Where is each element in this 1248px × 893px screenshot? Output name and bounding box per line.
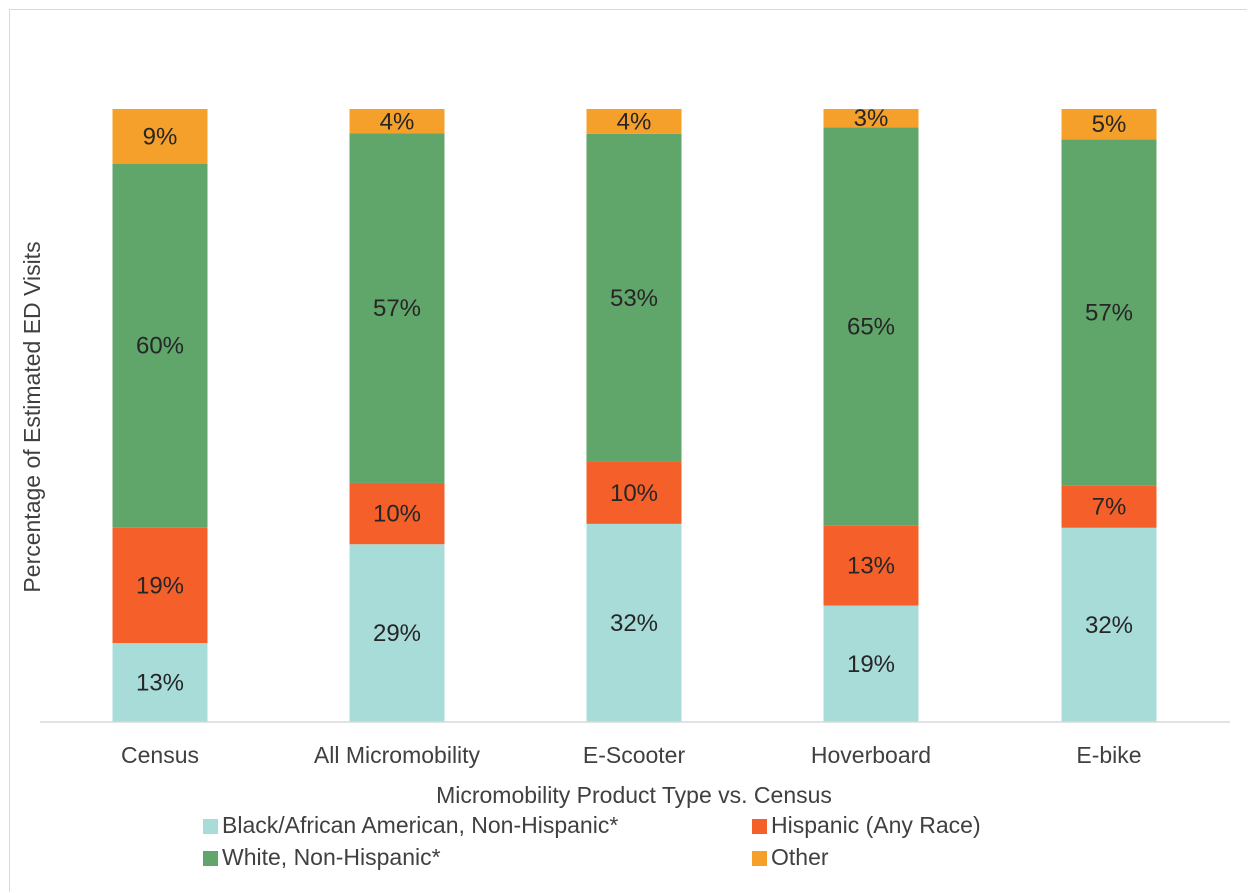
bar-all-micromobility-other — [349, 109, 445, 134]
legend-swatch-white-non-hispanic — [203, 851, 218, 866]
category-label-e-bike: E-bike — [1076, 742, 1141, 768]
bar-hoverboard-other — [823, 109, 919, 128]
data-label-e-bike-black-african-american-non-hispanic: 32% — [1085, 612, 1133, 639]
data-label-e-bike-hispanic-any-race: 7% — [1092, 494, 1127, 521]
bar-hoverboard-black-african-american-non-hispanic — [823, 605, 919, 722]
legend-label-white-non-hispanic: White, Non-Hispanic* — [222, 844, 441, 870]
category-label-census: Census — [121, 742, 199, 768]
data-label-hoverboard-hispanic-any-race: 13% — [847, 553, 895, 580]
data-label-hoverboard-white-non-hispanic: 65% — [847, 314, 895, 341]
data-label-all-micromobility-white-non-hispanic: 57% — [373, 295, 421, 322]
legend-label-other: Other — [771, 844, 829, 870]
data-label-census-hispanic-any-race: 19% — [136, 572, 184, 599]
legend-item-hispanic-any-race: Hispanic (Any Race) — [752, 812, 981, 838]
legend-label-hispanic-any-race: Hispanic (Any Race) — [771, 812, 981, 838]
data-label-census-other: 9% — [143, 123, 178, 150]
bar-e-scooter-white-non-hispanic — [586, 133, 682, 462]
legend-item-other: Other — [752, 844, 829, 870]
legend-swatch-black-african-american-non-hispanic — [203, 819, 218, 834]
bar-all-micromobility-black-african-american-non-hispanic — [349, 544, 445, 722]
legend-swatch-other — [752, 851, 767, 866]
data-label-all-micromobility-black-african-american-non-hispanic: 29% — [373, 620, 421, 647]
bar-e-scooter-other — [586, 109, 682, 134]
legend-item-black-african-american-non-hispanic: Black/African American, Non-Hispanic* — [203, 812, 618, 838]
data-label-all-micromobility-other: 4% — [380, 108, 415, 135]
data-label-all-micromobility-hispanic-any-race: 10% — [373, 501, 421, 528]
data-label-census-white-non-hispanic: 60% — [136, 333, 184, 360]
bar-e-bike-black-african-american-non-hispanic — [1061, 527, 1157, 722]
bar-all-micromobility-white-non-hispanic — [349, 133, 445, 483]
bar-e-bike-hispanic-any-race — [1061, 485, 1157, 528]
x-axis-title: Micromobility Product Type vs. Census — [436, 782, 832, 808]
bar-census-black-african-american-non-hispanic — [112, 643, 208, 722]
bar-census-white-non-hispanic — [112, 163, 208, 528]
data-label-hoverboard-black-african-american-non-hispanic: 19% — [847, 651, 895, 678]
bars-layer — [112, 109, 1157, 722]
data-label-e-scooter-white-non-hispanic: 53% — [610, 285, 658, 312]
data-label-e-bike-white-non-hispanic: 57% — [1085, 299, 1133, 326]
data-labels-layer: 13% 19% 60% 9% 29% 10% 57% 4% 32% 10% 53% 4% 19% 13% 6… — [136, 105, 1133, 696]
data-label-hoverboard-other: 3% — [854, 105, 889, 132]
bar-all-micromobility-hispanic-any-race — [349, 482, 445, 545]
bar-census-other — [112, 109, 208, 164]
bar-census-hispanic-any-race — [112, 527, 208, 644]
category-labels-layer: Census All Micromobility E-Scooter Hoverboa… — [121, 742, 1142, 768]
data-label-e-scooter-other: 4% — [617, 108, 652, 135]
category-label-hoverboard: Hoverboard — [811, 742, 931, 768]
legend-label-black-african-american-non-hispanic: Black/African American, Non-Hispanic* — [222, 812, 618, 838]
bar-hoverboard-hispanic-any-race — [823, 525, 919, 606]
data-label-e-scooter-hispanic-any-race: 10% — [610, 480, 658, 507]
bar-e-bike-other — [1061, 109, 1157, 140]
bar-hoverboard-white-non-hispanic — [823, 127, 919, 526]
y-axis-title: Percentage of Estimated ED Visits — [19, 241, 45, 592]
bar-e-scooter-black-african-american-non-hispanic — [586, 523, 682, 722]
legend-item-white-non-hispanic: White, Non-Hispanic* — [203, 844, 441, 870]
legend: Black/African American, Non-Hispanic* His… — [203, 812, 981, 870]
bar-e-bike-white-non-hispanic — [1061, 139, 1157, 486]
legend-swatch-hispanic-any-race — [752, 819, 767, 834]
data-label-e-scooter-black-african-american-non-hispanic: 32% — [610, 610, 658, 637]
category-label-e-scooter: E-Scooter — [583, 742, 686, 768]
category-label-all-micromobility: All Micromobility — [314, 742, 481, 768]
chart-frame — [9, 9, 1247, 892]
bar-e-scooter-hispanic-any-race — [586, 461, 682, 524]
data-label-census-black-african-american-non-hispanic: 13% — [136, 670, 184, 697]
data-label-e-bike-other: 5% — [1092, 111, 1127, 138]
